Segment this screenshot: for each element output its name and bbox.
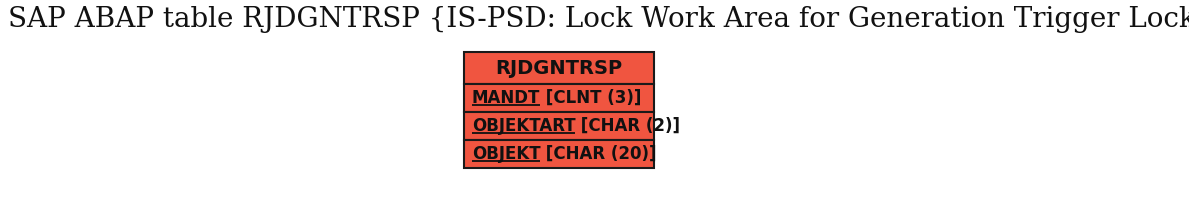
Text: [CLNT (3)]: [CLNT (3)]: [540, 89, 642, 107]
Bar: [464, 52, 654, 84]
Text: MANDT: MANDT: [472, 89, 540, 107]
Text: [CHAR (2)]: [CHAR (2)]: [575, 117, 680, 135]
Text: RJDGNTRSP: RJDGNTRSP: [496, 59, 622, 77]
Text: OBJEKT: OBJEKT: [472, 145, 541, 163]
Text: [CHAR (20)]: [CHAR (20)]: [541, 145, 658, 163]
Bar: [464, 112, 654, 140]
Text: OBJEKTART: OBJEKTART: [472, 117, 575, 135]
Bar: [464, 140, 654, 168]
Bar: [464, 84, 654, 112]
Text: SAP ABAP table RJDGNTRSP {IS-PSD: Lock Work Area for Generation Trigger Lock}: SAP ABAP table RJDGNTRSP {IS-PSD: Lock W…: [8, 6, 1189, 33]
